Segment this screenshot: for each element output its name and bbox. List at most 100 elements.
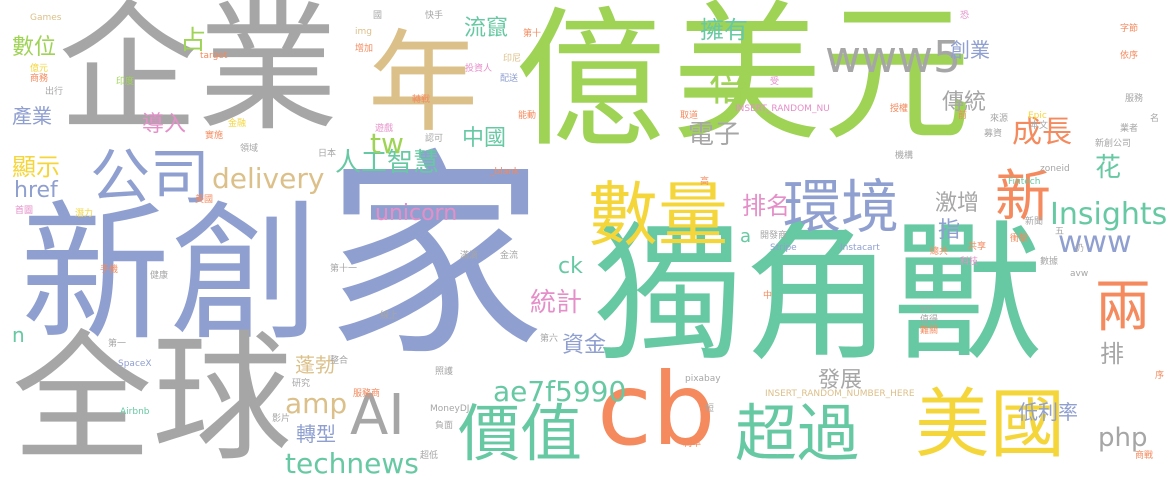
word-jia: 家 (325, 130, 546, 386)
small-touziren: 投資人 (465, 64, 493, 74)
small-fumian: 負面 (435, 421, 454, 431)
small-shangzhan: 商戰 (1135, 451, 1154, 461)
small-img: img (355, 27, 372, 37)
small-moneydj: MoneyDJ (430, 404, 470, 414)
word-huanjing: 環境 (783, 173, 900, 241)
small-games: Games (30, 13, 62, 23)
small-zijie: 字節 (1120, 24, 1139, 34)
small-qudao: 取道 (680, 111, 699, 121)
word-pengbo: 蓬勃 (295, 353, 335, 377)
small-chongji: 衝擊 (1010, 234, 1029, 244)
word-dujiaoshou: 獨角獸 (593, 208, 1044, 382)
word-chuantong: 傳統 (942, 90, 987, 115)
small-airbnb: Airbnb (120, 407, 150, 417)
small-di11: 第十一 (330, 264, 358, 274)
small-shangwu: 商務 (30, 74, 49, 84)
small-epic: Epic (1028, 111, 1047, 121)
word-delivery: delivery (212, 162, 325, 195)
small-peisong: 配送 (500, 74, 519, 84)
small-shangcheng: 開發商 (760, 231, 788, 241)
small-di1: 第一 (108, 339, 127, 349)
word-paiming: 排名 (742, 192, 790, 220)
word-shuliang: 數量 (588, 174, 728, 256)
small-dixu: 短 (705, 404, 715, 414)
small-zhenghe: 整合 (330, 356, 349, 366)
small-kong: 恐 (960, 11, 970, 21)
word-zhongguo: 中國 (462, 126, 507, 151)
word-zhi: 指 (938, 218, 961, 243)
word-pai: 排 (1100, 340, 1124, 368)
word-liang: 兩 (1095, 275, 1151, 340)
word-xin: 新 (995, 165, 1051, 230)
word-ae7f5990: ae7f5990 (493, 375, 627, 408)
small-di6: 第六 (540, 334, 559, 344)
small-xinwen: 新聞 (1025, 217, 1044, 227)
word-gongsi: 公司 (90, 143, 210, 213)
small-instacart: Instacart (840, 243, 880, 253)
word-jizeng: 激增 (935, 191, 980, 216)
word-zijin: 資金 (562, 333, 607, 358)
small-random-number: INSERT_RANDOM_NUMBER_HERE (765, 389, 915, 399)
small-guo: 國 (373, 11, 383, 21)
small-qianli: 潛力 (75, 209, 94, 219)
small-shou: 受 (770, 77, 780, 87)
small-chaodi: 超低 (420, 451, 439, 461)
word-jiazhi: 價值 (458, 397, 583, 470)
word-chanye: 產業 (12, 104, 52, 128)
word-ai: AI (350, 383, 405, 448)
word-chengzhang: 成長 (1012, 115, 1072, 150)
word-hua: 花 (1095, 153, 1122, 183)
small-benwen: 本文 (1030, 121, 1049, 131)
small-wu: 五 (1055, 227, 1065, 237)
small-zengjia: 增加 (355, 44, 374, 54)
small-kuaishou: 快手 (425, 11, 444, 21)
word-rengongzhihui: 人工智慧 (335, 148, 440, 178)
word-n: n (12, 323, 25, 347)
word-yi: 億 (515, 0, 666, 168)
small-ming: 名 (1150, 114, 1160, 124)
small-jiangshang: 總共 (930, 247, 949, 257)
word-chuangye: 創業 (950, 38, 990, 62)
small-avw: avw (1070, 269, 1089, 279)
small-shougu: 首圖 (15, 206, 34, 216)
small-fintech: Fintech (1008, 177, 1041, 187)
word-a: a (740, 226, 752, 247)
small-target: target (200, 51, 228, 61)
word-amp: amp (285, 387, 348, 420)
word-xinchuang: 新創 (20, 188, 321, 362)
small-yewu: 業者 (1120, 124, 1139, 134)
small-jigou: 機構 (895, 151, 914, 161)
small-keji: 科技 (960, 257, 979, 267)
small-zhaohu: 照護 (435, 367, 454, 377)
small-xinchuanggongsi: 新創公司 (1095, 139, 1132, 149)
small-yindu: 印度 (116, 77, 135, 87)
small-shuju: 數據 (1040, 257, 1059, 267)
small-zoneid: zoneid (1040, 164, 1070, 174)
small-yanjiu: 研究 (292, 379, 311, 389)
word-www5: www5 (825, 32, 961, 83)
word-cb: cb (597, 351, 716, 468)
small-zhide: 值得 (920, 315, 939, 325)
word-insights: Insights (1050, 197, 1168, 232)
word-ck: ck (558, 254, 583, 279)
small-youxi: 遊戲 (375, 124, 394, 134)
small-stripe: Stripe (770, 243, 797, 253)
small-src: src (920, 304, 934, 314)
word-tongji: 統計 (530, 288, 583, 318)
small-qian: 前 (958, 111, 968, 121)
word-qiye: 企業 (58, 0, 339, 151)
word-liucuan: 流竄 (464, 16, 509, 41)
small-lingyu: 領域 (240, 144, 259, 154)
word-nian: 年 (368, 19, 478, 147)
small-random-nu: INSERT_RANDOM_NU (735, 104, 830, 114)
word-dianzi: 電子 (688, 120, 741, 150)
word-www: www (1058, 225, 1132, 260)
small-shouji: 手機 (100, 265, 119, 275)
small-mandi: 滿滴 (460, 251, 479, 261)
word-tw: tw (370, 127, 404, 160)
word-quanqiu: 全球 (12, 318, 293, 481)
small-renke: 認可 (425, 134, 444, 144)
small-gao: 高 (700, 177, 710, 187)
word-zhuanxing: 轉型 (296, 422, 336, 446)
